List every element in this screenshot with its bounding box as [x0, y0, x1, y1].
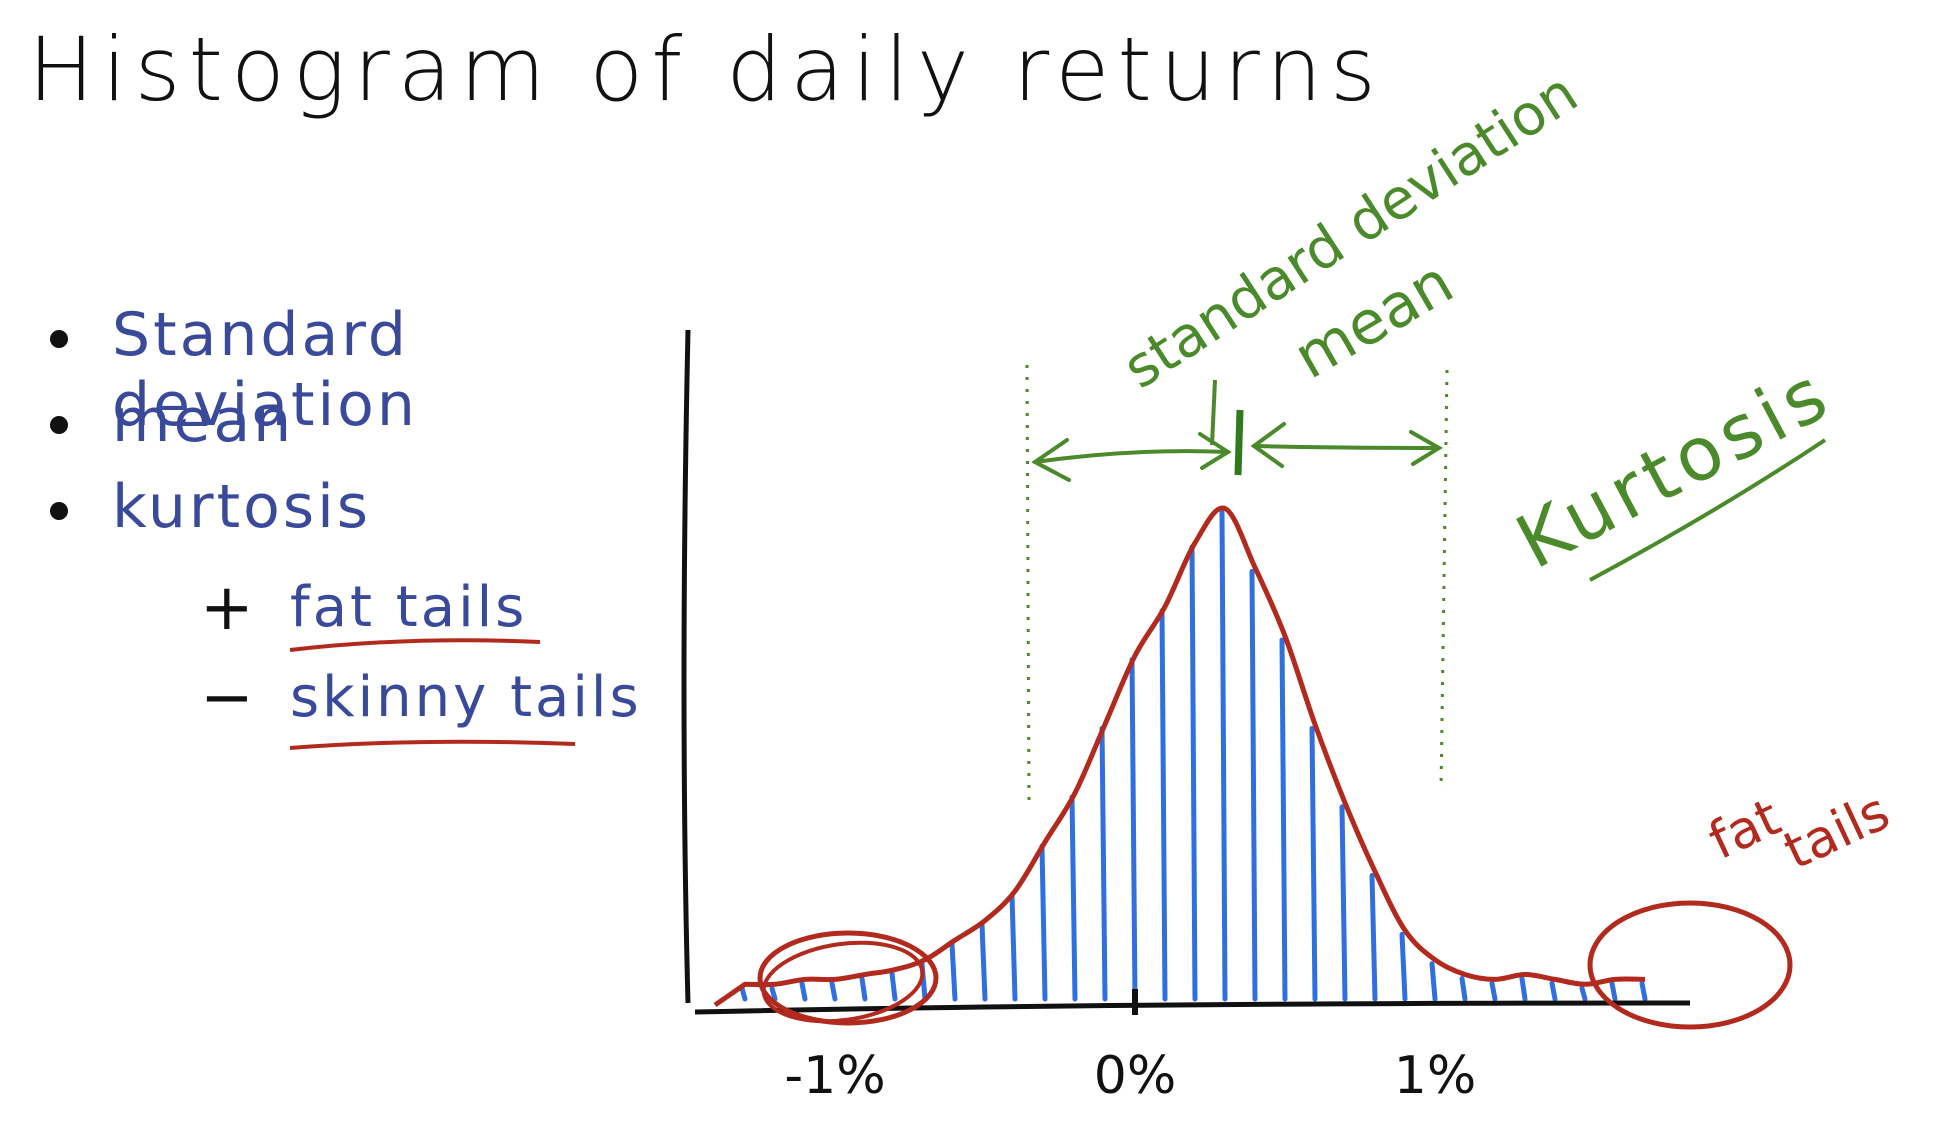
histogram-bar — [1159, 608, 1168, 1002]
chart-title: Histogram of daily returns — [28, 18, 1384, 121]
bullet-dot — [50, 416, 68, 434]
bullet-label: kurtosis — [112, 472, 372, 542]
histogram-bar — [1579, 985, 1588, 1002]
histogram-bar — [1369, 872, 1378, 1002]
histogram-bar — [1429, 961, 1438, 1002]
minus-sign: − — [200, 661, 257, 735]
kurtosis-annotation: Kurtosis — [1503, 349, 1845, 586]
sub-bullet-label: fat tails — [290, 575, 528, 640]
x-axis — [694, 1000, 1691, 1015]
right-std-arrow-shaft — [1252, 444, 1441, 450]
kurtosis-underline — [1589, 438, 1827, 582]
histogram-bar — [1339, 804, 1348, 1002]
histogram-bar — [1639, 980, 1648, 1002]
histogram-bar — [859, 975, 868, 1002]
histogram-bar — [739, 985, 748, 1002]
histogram-bar — [1249, 568, 1258, 1002]
left-std-arrow-shaft — [1033, 449, 1230, 464]
x-tick-label: 0% — [1094, 1046, 1177, 1106]
distribution-curve — [713, 505, 1646, 1008]
std-pointer — [1210, 379, 1217, 446]
histogram-bar — [1129, 657, 1138, 1002]
right-std-arrowhead-inner — [1250, 422, 1286, 468]
histogram-bar — [1399, 931, 1408, 1002]
histogram-bar — [1009, 892, 1018, 1002]
skinny-tails-underline — [289, 739, 576, 750]
left-tail-circle — [757, 930, 939, 1026]
x-tick-label: -1% — [784, 1046, 885, 1106]
histogram-bar — [1069, 794, 1078, 1002]
bullet-label: mean — [112, 386, 295, 456]
sub-bullet-label: skinny tails — [290, 665, 642, 730]
histogram-bar — [769, 985, 778, 1002]
std-arrows — [1031, 422, 1443, 482]
histogram-bar — [829, 980, 838, 1002]
right-std-arrowhead — [1409, 430, 1443, 466]
histogram-bar — [1219, 510, 1228, 1002]
bullet-dot — [50, 330, 68, 348]
mean-marker — [1234, 409, 1244, 476]
x-tick-label: 1% — [1394, 1046, 1477, 1106]
left-std-arrowhead-inner — [1198, 432, 1232, 470]
y-axis — [681, 329, 691, 1004]
histogram-bar — [1039, 843, 1048, 1002]
right-tail-circle — [1587, 900, 1793, 1030]
std-left-dotted-line — [1025, 364, 1031, 801]
histogram-bar — [1309, 725, 1318, 1002]
std-right-dotted-line — [1439, 369, 1449, 791]
left-std-arrowhead — [1031, 438, 1071, 482]
histogram-bar — [1519, 975, 1528, 1002]
histogram-bar — [1549, 980, 1558, 1002]
histogram-bar — [1459, 975, 1468, 1002]
left-tail-circle-overlap — [761, 940, 925, 1024]
histogram-bar — [1279, 637, 1288, 1002]
bullet-label: Standard deviation — [112, 300, 418, 440]
histogram-bar — [949, 941, 958, 1002]
histogram-bar — [1609, 980, 1618, 1002]
tails-annotation: tails — [1775, 782, 1898, 882]
histogram-bar — [1189, 544, 1198, 1002]
plus-sign: + — [200, 571, 257, 645]
histogram-bar — [979, 922, 988, 1002]
histogram-bar — [799, 980, 808, 1002]
histogram-bar — [1099, 725, 1108, 1002]
x-axis-ticks: -1% 0% 1% — [784, 989, 1476, 1106]
histogram-bars — [739, 510, 1648, 1002]
bullet-dot — [50, 502, 68, 520]
histogram-bar — [889, 971, 898, 1002]
fat-tails-underline — [289, 638, 541, 652]
histogram-bar — [1489, 980, 1498, 1002]
